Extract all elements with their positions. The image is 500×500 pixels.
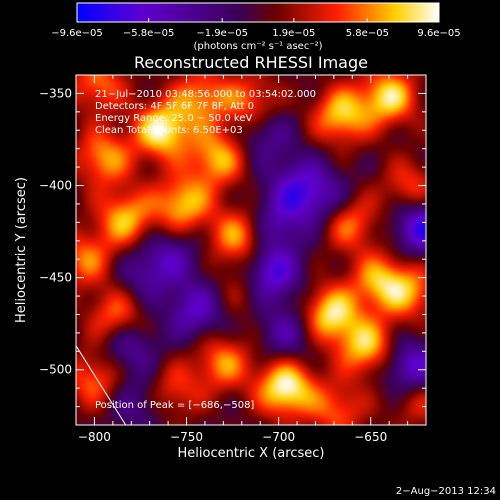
info-line-time: 21−Jul−2010 03:48:56.000 to 03:54:02.000 <box>95 89 316 100</box>
y-tick-label: −400 <box>39 179 72 193</box>
x-tick-label: −700 <box>262 430 295 444</box>
heatmap-area <box>76 75 426 425</box>
x-axis-ticks <box>93 75 409 425</box>
y-axis-title: Heliocentric Y (arcsec) <box>14 177 29 323</box>
colorbar-tick-label: −5.8e−05 <box>123 28 175 39</box>
colorbar-tick-label: 1.9e−05 <box>272 28 315 39</box>
y-tick-label: −350 <box>39 86 72 100</box>
solar-limb-line <box>76 345 127 425</box>
colorbar-gradient <box>76 2 440 23</box>
colorbar-tick-labels: −9.6e−05 −5.8e−05 −1.9e−05 1.9e−05 5.8e−05 9.… <box>51 28 460 39</box>
y-tick-label: −500 <box>39 363 72 377</box>
plot-frame <box>75 74 427 426</box>
x-axis-tick-labels: −800 −750 −700 −650 <box>78 430 387 444</box>
colorbar-unit-label: (photons cm⁻² s⁻¹ asec⁻²) <box>193 41 322 52</box>
footer-date: 2−Aug−2013 12:34 <box>396 486 496 497</box>
peak-position-label: Position of Peak = [−686,−508] <box>95 400 254 411</box>
colorbar-tick-label: −1.9e−05 <box>196 28 248 39</box>
colorbar-tick-label: 5.8e−05 <box>346 28 389 39</box>
y-tick-label: −450 <box>39 271 72 285</box>
info-line-energy: Energy Range: 25.0 − 50.0 keV <box>95 113 252 124</box>
heatmap-image <box>76 75 426 425</box>
x-axis-title: Heliocentric X (arcsec) <box>178 446 325 461</box>
y-axis-tick-labels: −350 −400 −450 −500 <box>39 86 72 376</box>
info-line-clean: Clean Total counts: 6.50E+03 <box>95 125 243 136</box>
info-line-detectors: Detectors: 4F 5F 6F 7F 8F, Att 0 <box>95 101 254 112</box>
observation-info: 21−Jul−2010 03:48:56.000 to 03:54:02.000… <box>95 89 316 411</box>
colorbar-tick-label: −9.6e−05 <box>51 28 103 39</box>
colorbar-ticks <box>76 18 440 22</box>
plot-title: Reconstructed RHESSI Image <box>134 53 368 72</box>
x-tick-label: −800 <box>78 430 111 444</box>
x-tick-label: −650 <box>354 430 387 444</box>
colorbar: −9.6e−05 −5.8e−05 −1.9e−05 1.9e−05 5.8e−05 9.… <box>51 2 461 52</box>
x-tick-label: −750 <box>170 430 203 444</box>
y-axis-ticks <box>76 74 426 408</box>
colorbar-tick-label: 9.6e−05 <box>417 28 460 39</box>
